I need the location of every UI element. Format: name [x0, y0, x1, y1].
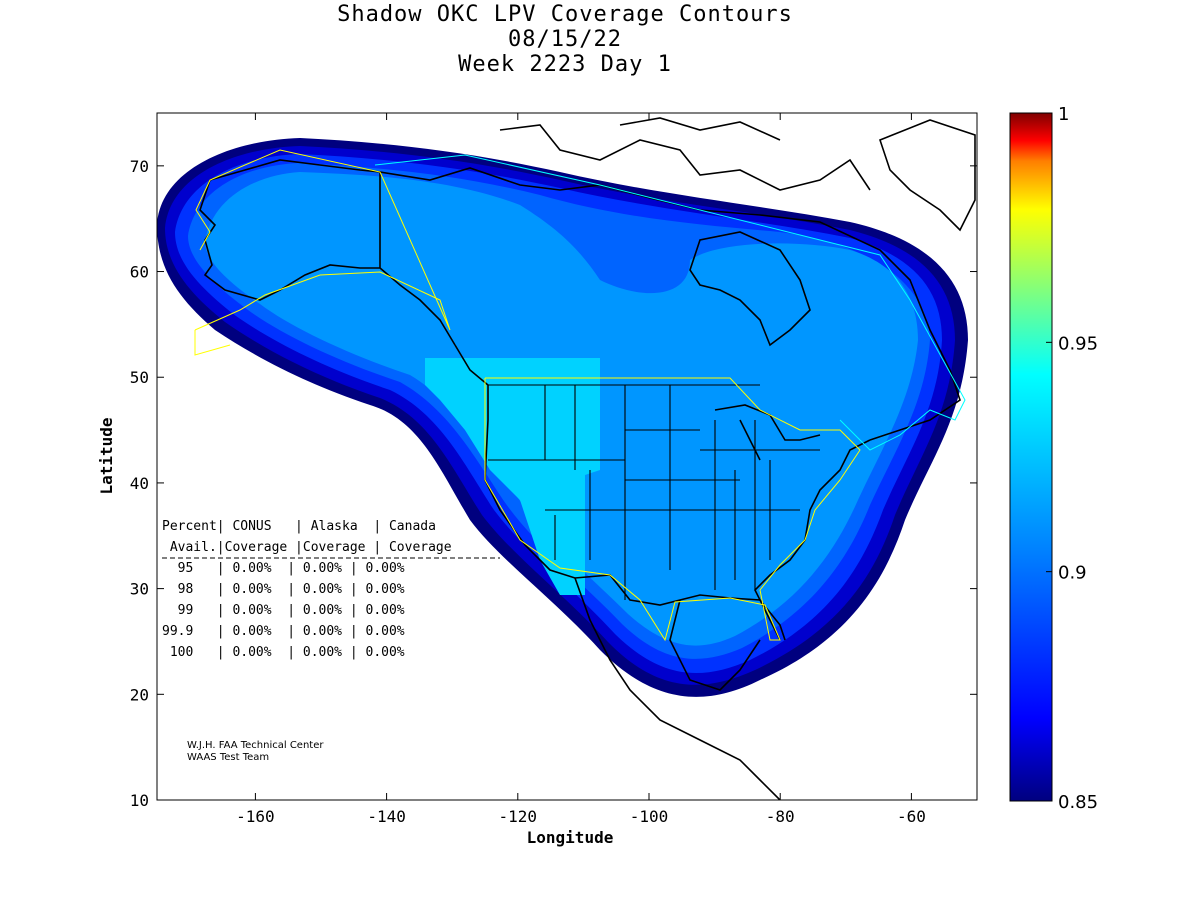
us-state-lines [488, 384, 820, 600]
colorbar-tick-label: 0.9 [1058, 563, 1087, 584]
great-lakes [714, 404, 821, 461]
arctic-islands [499, 117, 871, 191]
x-tick-label: -100 [630, 807, 669, 826]
y-tick-label: 30 [130, 580, 149, 599]
chart-week-day: Week 2223 Day 1 [458, 52, 672, 77]
y-axis: 10 20 30 40 50 60 70 [130, 157, 977, 810]
canada-service-volume [374, 154, 966, 451]
chart-title: Shadow OKC LPV Coverage Contours [337, 2, 793, 27]
service-volumes [194, 149, 966, 642]
table-row: 95 | 0.00% | 0.00% | 0.00% [162, 561, 405, 576]
plot-frame [156, 112, 978, 801]
table-row: 100 | 0.00% | 0.00% | 0.00% [162, 645, 405, 660]
colorbar-ticks: 1 0.95 0.9 0.85 [1046, 104, 1098, 813]
y-tick-label: 40 [130, 474, 149, 493]
y-tick-label: 20 [130, 685, 149, 704]
alaska-service-volume [194, 149, 451, 356]
mexico-coast [574, 577, 781, 800]
credit-line-1: W.J.H. FAA Technical Center [187, 740, 324, 751]
table-row: 99.9 | 0.00% | 0.00% | 0.00% [162, 624, 405, 639]
canada-coast [379, 167, 961, 441]
colorbar [1009, 112, 1053, 802]
chart-date: 08/15/22 [508, 27, 622, 52]
y-tick-label: 50 [130, 368, 149, 387]
table-header-2: Avail.|Coverage |Coverage | Coverage [162, 540, 452, 555]
greenland-coast [879, 119, 976, 232]
table-row: 98 | 0.00% | 0.00% | 0.00% [162, 582, 405, 597]
x-tick-label: -140 [367, 807, 406, 826]
coverage-contours [157, 138, 968, 697]
west-coast-us [454, 344, 786, 641]
coverage-table: Percent| CONUS | Alaska | Canada Avail.|… [162, 519, 500, 660]
conus-service-volume [484, 377, 861, 642]
credit-line-2: WAAS Test Team [187, 752, 269, 763]
y-tick-label: 60 [130, 263, 149, 282]
hudson-bay [689, 231, 811, 347]
colorbar-tick-label: 0.95 [1058, 333, 1098, 354]
x-tick-label: -60 [897, 807, 926, 826]
y-tick-label: 10 [130, 791, 149, 810]
colorbar-tick-label: 0.85 [1058, 792, 1098, 813]
y-tick-label: 70 [130, 157, 149, 176]
x-axis: -160 -140 -120 -100 -80 -60 [236, 113, 926, 826]
y-axis-label: Latitude [97, 417, 116, 494]
table-row: 99 | 0.00% | 0.00% | 0.00% [162, 603, 405, 618]
x-axis-label: Longitude [527, 828, 614, 847]
x-tick-label: -160 [236, 807, 275, 826]
x-tick-label: -120 [499, 807, 538, 826]
table-header-1: Percent| CONUS | Alaska | Canada [162, 519, 436, 534]
colorbar-tick-label: 1 [1058, 104, 1069, 125]
x-tick-label: -80 [766, 807, 795, 826]
contour-090 [425, 358, 600, 595]
